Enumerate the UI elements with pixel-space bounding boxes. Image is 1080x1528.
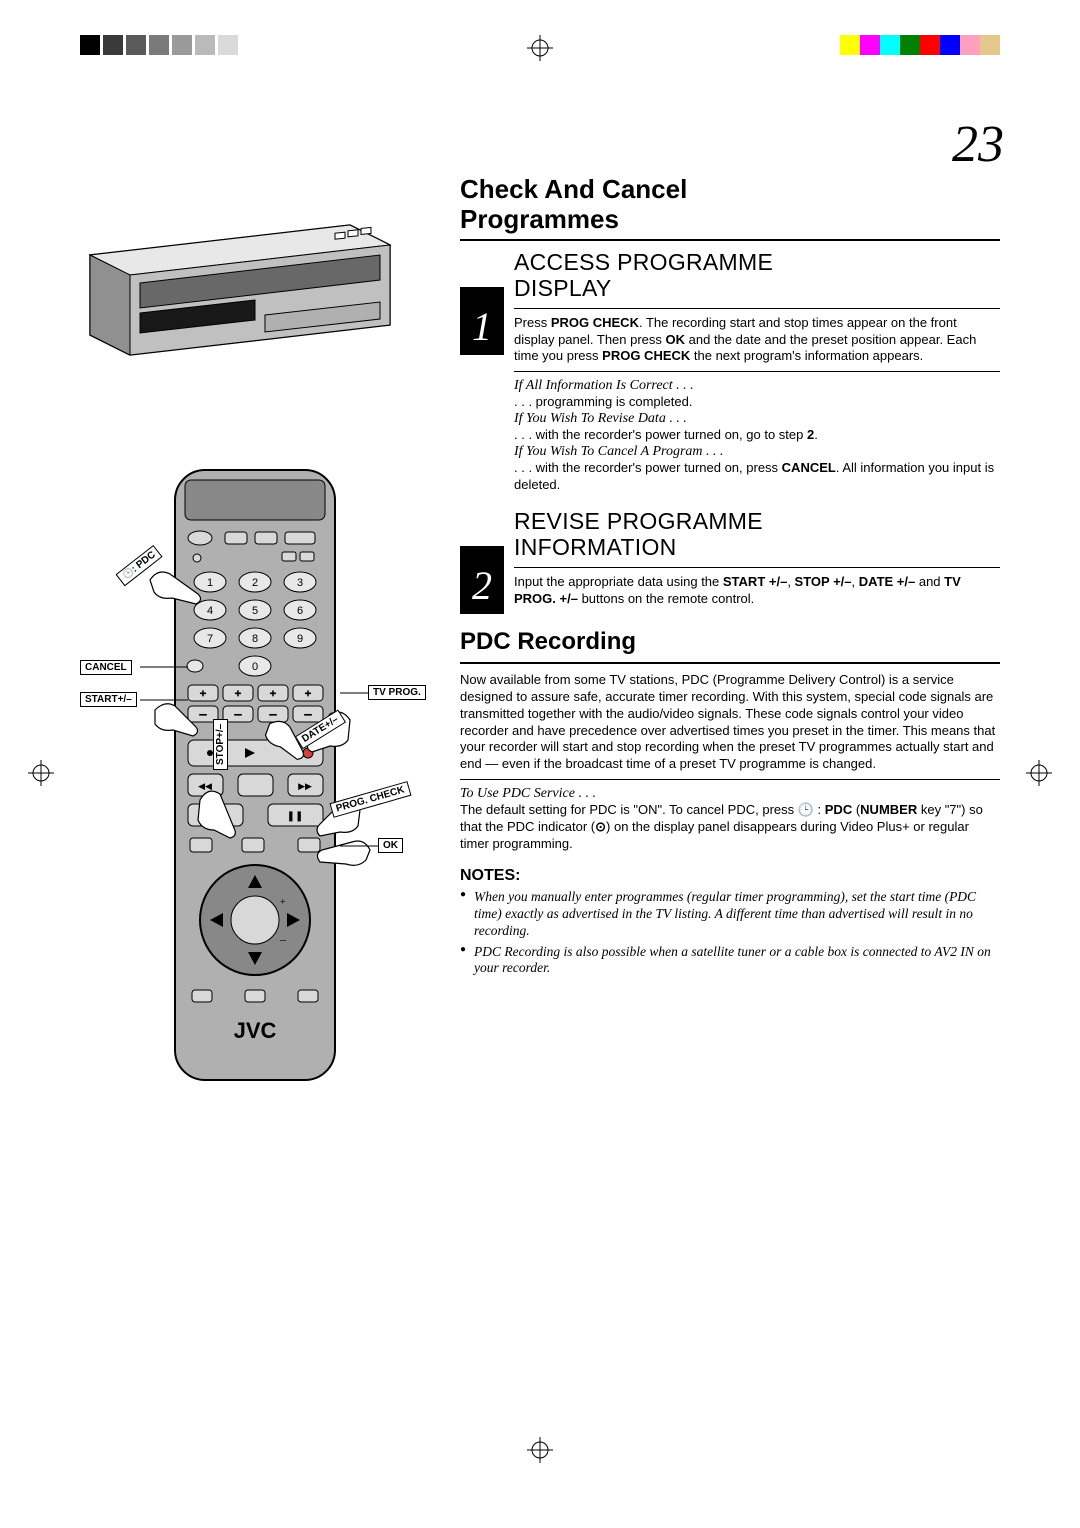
svg-text:+: + <box>235 688 241 700</box>
label-stop: STOP+/– <box>213 719 228 770</box>
step-2-body: Input the appropriate data using the STA… <box>514 574 1000 608</box>
step-1-sub2-body: . . . with the recorder's power turned o… <box>514 427 1000 444</box>
step-1-sub1-body: . . . programming is completed. <box>514 394 1000 411</box>
step-1-body: Press PROG CHECK. The recording start an… <box>514 315 1000 366</box>
label-cancel: CANCEL <box>80 660 132 675</box>
page-number: 23 <box>80 115 1000 174</box>
text-column: Check And Cancel Programmes 1 ACCESS PRO… <box>450 175 1000 1115</box>
svg-text:–: – <box>199 706 207 721</box>
svg-text:–: – <box>269 706 277 721</box>
step-1: 1 ACCESS PROGRAMME DISPLAY Press PROG CH… <box>460 249 1000 494</box>
pdc-body: Now available from some TV stations, PDC… <box>460 672 1000 773</box>
pdc-title: PDC Recording <box>460 628 1000 656</box>
svg-text:–: – <box>279 932 287 946</box>
label-tvprog: TV PROG. <box>368 685 426 700</box>
note-1: When you manually enter programmes (regu… <box>460 889 1000 940</box>
pdc-sub-body: The default setting for PDC is "ON". To … <box>460 802 1000 853</box>
step-2-number: 2 <box>460 546 504 614</box>
svg-text:1: 1 <box>207 577 213 589</box>
label-ok: OK <box>378 838 403 853</box>
step-1-sub1-title: If All Information Is Correct . . . <box>514 378 1000 394</box>
svg-text:–: – <box>234 706 242 721</box>
svg-text:9: 9 <box>297 633 303 645</box>
step-1-number: 1 <box>460 287 504 355</box>
crosshair-left-icon <box>28 760 54 791</box>
section-rule <box>460 239 1000 241</box>
crosshair-bottom-icon <box>527 1437 553 1468</box>
step-1-sub3-title: If You Wish To Cancel A Program . . . <box>514 444 1000 460</box>
svg-text:3: 3 <box>297 577 303 589</box>
crosshair-right-icon <box>1026 760 1052 791</box>
svg-text:+: + <box>270 688 276 700</box>
label-start: START+/– <box>80 692 137 707</box>
step-1-sub3-body: . . . with the recorder's power turned o… <box>514 460 1000 494</box>
svg-text:6: 6 <box>297 605 303 617</box>
crosshair-top-icon <box>527 35 553 61</box>
brand-logo: JVC <box>234 1018 277 1043</box>
svg-text:7: 7 <box>207 633 213 645</box>
pdc-sub-title: To Use PDC Service . . . <box>460 786 1000 802</box>
svg-text:–: – <box>304 706 312 721</box>
svg-text:0: 0 <box>252 661 258 673</box>
svg-text:◀◀: ◀◀ <box>198 781 212 791</box>
notes-title: NOTES: <box>460 867 1000 885</box>
svg-text:+: + <box>200 688 206 700</box>
svg-text:❚❚: ❚❚ <box>287 811 304 822</box>
step-2: 2 REVISE PROGRAMME INFORMATION Input the… <box>460 508 1000 614</box>
svg-text:5: 5 <box>252 605 258 617</box>
remote-illustration: 1 2 3 4 5 6 7 8 9 0 + + + + <box>80 460 420 1115</box>
svg-text:+: + <box>280 897 286 908</box>
step-1-sub2-title: If You Wish To Revise Data . . . <box>514 411 1000 427</box>
svg-text:▶▶: ▶▶ <box>298 781 312 791</box>
section-title: Check And Cancel Programmes <box>460 175 1000 235</box>
svg-text:+: + <box>305 688 311 700</box>
illustration-column: 1 2 3 4 5 6 7 8 9 0 + + + + <box>80 175 450 1115</box>
color-bars <box>840 35 1000 55</box>
grayscale-bars <box>80 35 241 55</box>
step-2-heading: REVISE PROGRAMME INFORMATION <box>514 508 1000 561</box>
step-1-heading: ACCESS PROGRAMME DISPLAY <box>514 249 1000 302</box>
svg-text:8: 8 <box>252 633 258 645</box>
note-2: PDC Recording is also possible when a sa… <box>460 944 1000 978</box>
vcr-illustration <box>80 215 400 365</box>
svg-text:4: 4 <box>207 605 213 617</box>
svg-text:2: 2 <box>252 577 258 589</box>
